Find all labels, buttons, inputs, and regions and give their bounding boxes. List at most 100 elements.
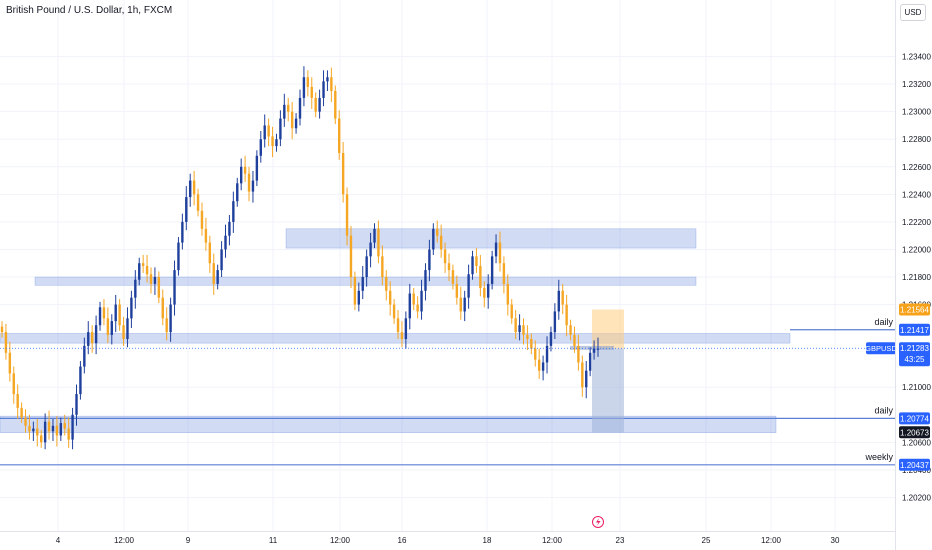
- candle-body: [385, 277, 388, 291]
- candle-body: [8, 352, 12, 374]
- candle-body: [322, 81, 325, 98]
- candle-body: [141, 263, 145, 266]
- candle-body: [181, 221, 184, 243]
- grid-lines: [0, 0, 895, 531]
- last-price-tag-text: 1.21283: [900, 344, 929, 353]
- candle-body: [494, 242, 498, 257]
- candle-body: [236, 183, 239, 202]
- candle-body: [32, 428, 35, 432]
- support-resistance-zones: [0, 228, 791, 433]
- candle-body: [67, 428, 70, 440]
- candle-body: [36, 428, 39, 436]
- candle-body: [475, 256, 478, 266]
- symbol-tag-text: GBPUSD: [865, 344, 897, 353]
- event-icon: [592, 516, 604, 528]
- candle-body: [314, 97, 317, 112]
- short-position-tool[interactable]: [570, 309, 624, 433]
- candle-body: [94, 325, 98, 344]
- horizontal-levels: daily daily weekly: [0, 317, 895, 466]
- candle-body: [220, 249, 223, 271]
- candle-body: [134, 279, 137, 298]
- candle-body: [569, 325, 572, 335]
- candle-body: [16, 394, 19, 408]
- candle-body: [87, 332, 90, 346]
- candle-body: [416, 304, 419, 312]
- candle-body: [318, 97, 321, 112]
- candle-body: [439, 235, 443, 250]
- candle-body: [345, 194, 349, 236]
- time-tick-label: 12:00: [330, 536, 351, 545]
- candle-body: [396, 318, 400, 333]
- candle-body: [479, 265, 482, 289]
- price-tick-label: 1.20200: [902, 493, 931, 502]
- candle-body: [122, 325, 125, 340]
- candle-body: [498, 242, 502, 264]
- candle-body: [459, 297, 462, 312]
- candle-body: [177, 242, 180, 271]
- time-tick-label: 25: [702, 536, 711, 545]
- price-tick-label: 1.22200: [902, 218, 931, 227]
- candle-body: [208, 242, 212, 264]
- candle-body: [12, 373, 15, 395]
- time-axis[interactable]: 4 12:00 9 11 12:00 16 18 12:00 23 25 12:00 30: [56, 516, 840, 546]
- currency-button[interactable]: USD: [900, 4, 926, 21]
- candle-body: [216, 270, 219, 284]
- candle-body: [247, 173, 251, 192]
- price-tick-label: 1.20600: [902, 438, 931, 447]
- candle-body: [561, 290, 564, 305]
- candle-body: [596, 348, 600, 350]
- candle-body: [40, 435, 43, 443]
- candle-body: [232, 201, 235, 222]
- candle-body: [353, 277, 357, 305]
- price-tick-label: 1.21000: [902, 383, 931, 392]
- time-tick-label: 9: [186, 536, 191, 545]
- candle-body: [392, 304, 396, 319]
- candle-body: [294, 118, 298, 129]
- candle-body: [424, 270, 427, 291]
- candle-body: [334, 91, 337, 119]
- candle-body: [263, 125, 266, 140]
- candle-body: [200, 210, 204, 229]
- candle-body: [63, 423, 66, 429]
- candle-body: [98, 307, 102, 326]
- candle-body: [432, 228, 435, 250]
- price-tags: 1.215641.214171.212621.207741.206731.204…: [865, 303, 930, 471]
- candle-body: [420, 290, 423, 312]
- candle-body: [71, 414, 74, 440]
- candle-body: [377, 228, 380, 257]
- time-axis-border: [0, 531, 895, 532]
- time-tick-label: 4: [56, 536, 61, 545]
- candle-body: [228, 221, 231, 236]
- candle-body: [577, 345, 580, 363]
- candle-body: [388, 290, 392, 305]
- candle-body: [243, 166, 247, 174]
- risk-box: [592, 309, 624, 349]
- candle-body: [251, 180, 255, 192]
- candle-body: [341, 153, 345, 195]
- candle-body: [436, 228, 439, 236]
- time-tick-label: 12:00: [761, 536, 782, 545]
- candle-body: [279, 118, 282, 140]
- candle-body: [196, 194, 200, 211]
- candle-body: [404, 318, 408, 340]
- price-tag-text: 1.20774: [900, 414, 929, 423]
- candle-body: [310, 86, 313, 98]
- candle-body: [267, 125, 270, 137]
- candle-body: [369, 242, 372, 257]
- price-tick-label: 1.23400: [902, 53, 931, 62]
- candle-body: [553, 311, 557, 333]
- candle-body: [357, 290, 361, 305]
- candle-body: [24, 417, 27, 426]
- candle-body: [255, 155, 259, 181]
- candle-body: [149, 274, 153, 284]
- candle-body: [118, 304, 121, 326]
- candle-body: [581, 362, 584, 388]
- candle-body: [275, 139, 278, 147]
- candle-body: [189, 180, 192, 198]
- candle-body: [557, 290, 560, 312]
- level-label-weekly: weekly: [864, 452, 893, 462]
- candle-body: [212, 263, 215, 284]
- chart-title: British Pound / U.S. Dollar, 1h, FXCM: [6, 5, 173, 16]
- price-tag-bg: [899, 458, 930, 471]
